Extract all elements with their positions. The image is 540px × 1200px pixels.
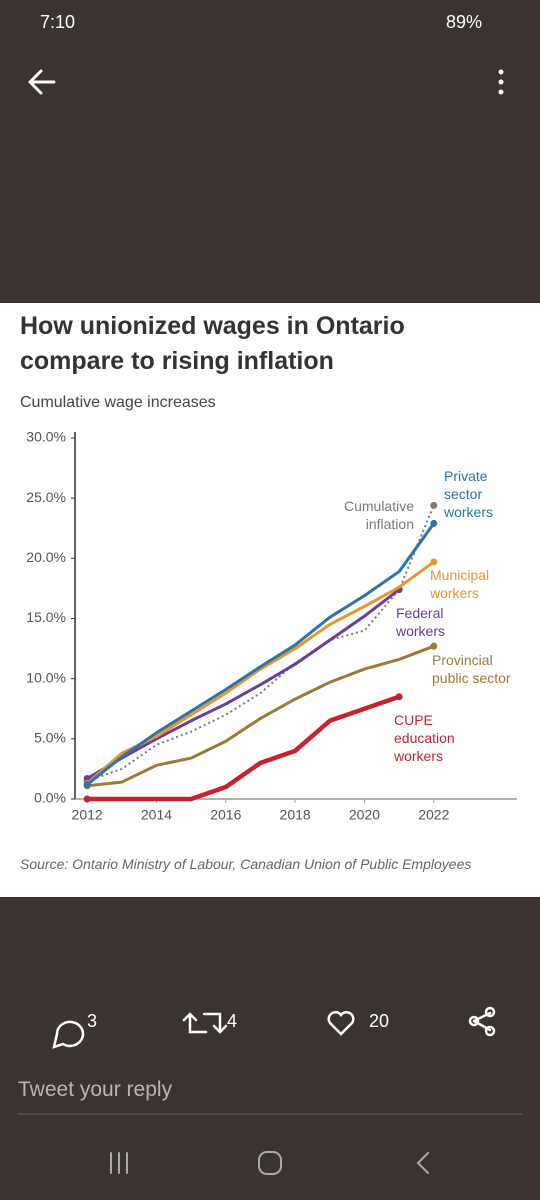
series-line bbox=[87, 694, 400, 802]
nav-recent[interactable] bbox=[110, 1152, 128, 1174]
reply-count: 3 bbox=[87, 1011, 98, 1031]
series-line bbox=[86, 588, 401, 780]
series-line bbox=[86, 644, 435, 788]
x-tick-label: 2012 bbox=[72, 807, 103, 823]
status-time: 7:10 bbox=[40, 12, 76, 32]
reply-icon[interactable] bbox=[52, 1020, 85, 1049]
y-tick-label: 15.0% bbox=[26, 609, 66, 625]
icons bbox=[17, 69, 523, 1175]
x-tick-label: 2018 bbox=[280, 807, 311, 823]
series-label: Private sector workers bbox=[444, 468, 494, 520]
x-tick-label: 2022 bbox=[418, 807, 449, 823]
share-dot bbox=[484, 1006, 496, 1018]
series-marker bbox=[395, 693, 403, 701]
chart-source: Source: Ontario Ministry of Labour, Cana… bbox=[20, 856, 472, 872]
x-tick-label: 2020 bbox=[349, 807, 380, 823]
retweet-icon[interactable] bbox=[182, 1012, 228, 1034]
series-marker bbox=[430, 558, 438, 566]
y-tick-label: 5.0% bbox=[34, 730, 66, 746]
series-line bbox=[86, 522, 436, 786]
y-tick-label: 0.0% bbox=[34, 790, 66, 806]
status-battery: 89% bbox=[446, 12, 483, 32]
like-count: 20 bbox=[369, 1011, 390, 1031]
share-dot bbox=[484, 1025, 496, 1037]
series-label: Federal workers bbox=[396, 605, 446, 639]
y-tick-label: 20.0% bbox=[26, 549, 66, 565]
nav-back[interactable] bbox=[416, 1152, 429, 1174]
menu-button[interactable] bbox=[498, 69, 504, 95]
reply-input[interactable]: Tweet your reply bbox=[18, 1078, 173, 1101]
like-icon[interactable] bbox=[327, 1010, 355, 1036]
series-marker bbox=[83, 781, 91, 789]
chart-title: How unionized wages in Ontario compare t… bbox=[20, 312, 405, 375]
nav-home[interactable] bbox=[258, 1151, 282, 1175]
x-tick-label: 2016 bbox=[210, 807, 241, 823]
chart-subtitle: Cumulative wage increases bbox=[20, 394, 216, 411]
series-marker bbox=[430, 642, 438, 650]
series-label: Provincial public sector bbox=[432, 652, 511, 686]
retweet-count: 4 bbox=[227, 1011, 238, 1031]
back-button[interactable] bbox=[28, 69, 56, 95]
series-marker bbox=[430, 519, 438, 527]
series-marker bbox=[83, 795, 91, 803]
series-label: Municipal workers bbox=[430, 567, 490, 601]
y-tick-label: 25.0% bbox=[26, 489, 66, 505]
series-line bbox=[86, 505, 435, 782]
x-tick-label: 2014 bbox=[141, 807, 172, 823]
series-label: CUPE education workers bbox=[394, 712, 455, 764]
series-label: Cumulative inflation bbox=[343, 498, 414, 532]
y-tick-label: 10.0% bbox=[26, 669, 66, 685]
share-dot bbox=[468, 1015, 480, 1027]
series-marker bbox=[430, 501, 438, 509]
y-tick-label: 30.0% bbox=[26, 429, 66, 445]
